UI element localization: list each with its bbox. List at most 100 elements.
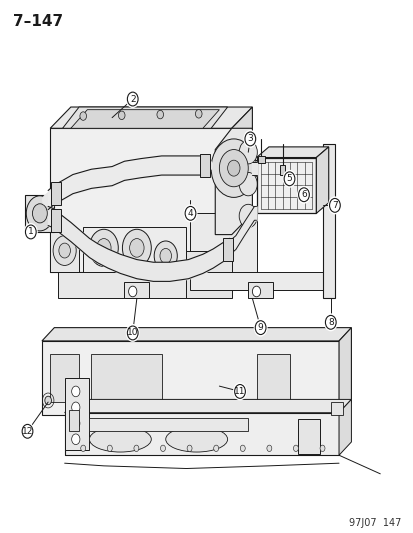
Text: 11: 11: [234, 387, 245, 396]
Polygon shape: [58, 272, 227, 298]
Circle shape: [71, 402, 80, 413]
Text: 8: 8: [327, 318, 333, 327]
Polygon shape: [83, 227, 186, 272]
Text: 2: 2: [130, 94, 135, 103]
Circle shape: [154, 241, 177, 271]
Circle shape: [45, 396, 51, 405]
Bar: [256, 354, 289, 402]
Text: 6: 6: [300, 190, 306, 199]
Circle shape: [239, 141, 257, 164]
Polygon shape: [89, 418, 248, 431]
Polygon shape: [64, 378, 89, 450]
Circle shape: [233, 383, 247, 400]
Bar: [91, 354, 161, 402]
Circle shape: [239, 172, 257, 196]
Circle shape: [159, 248, 171, 263]
Circle shape: [26, 196, 53, 231]
Polygon shape: [316, 147, 328, 213]
Text: 12: 12: [22, 427, 33, 436]
Circle shape: [327, 196, 341, 214]
Circle shape: [240, 445, 244, 451]
Circle shape: [329, 198, 339, 212]
Circle shape: [160, 445, 165, 451]
Bar: [258, 157, 264, 163]
Circle shape: [32, 204, 47, 223]
Circle shape: [25, 225, 36, 239]
Polygon shape: [186, 251, 231, 298]
Circle shape: [243, 130, 256, 148]
Circle shape: [234, 384, 245, 398]
Circle shape: [319, 445, 324, 451]
Polygon shape: [64, 399, 351, 413]
Circle shape: [183, 204, 197, 222]
Bar: [199, 154, 209, 177]
Circle shape: [71, 434, 80, 445]
Circle shape: [126, 324, 139, 342]
Polygon shape: [256, 147, 328, 158]
Polygon shape: [338, 399, 351, 455]
Circle shape: [22, 424, 33, 438]
Ellipse shape: [165, 426, 227, 452]
Polygon shape: [190, 272, 334, 290]
Polygon shape: [215, 128, 252, 235]
Circle shape: [80, 112, 86, 120]
Text: 97J07  147: 97J07 147: [348, 518, 400, 528]
Polygon shape: [338, 328, 351, 415]
Circle shape: [71, 386, 80, 397]
Circle shape: [227, 160, 240, 176]
Text: 1: 1: [28, 228, 33, 237]
Circle shape: [213, 445, 218, 451]
Text: 4: 4: [187, 209, 193, 218]
Circle shape: [118, 111, 125, 119]
Circle shape: [253, 319, 267, 337]
Polygon shape: [42, 328, 351, 341]
Bar: [279, 165, 285, 175]
Bar: [297, 419, 320, 454]
Circle shape: [107, 445, 112, 451]
Circle shape: [252, 286, 260, 297]
Polygon shape: [71, 110, 219, 128]
Text: 3: 3: [247, 134, 253, 143]
Circle shape: [187, 445, 192, 451]
Text: 10: 10: [127, 328, 138, 337]
Circle shape: [129, 239, 144, 257]
Circle shape: [266, 445, 271, 451]
Polygon shape: [50, 128, 231, 272]
Circle shape: [81, 445, 85, 451]
Bar: [222, 238, 232, 261]
Polygon shape: [64, 413, 338, 455]
Circle shape: [219, 150, 248, 187]
Circle shape: [21, 422, 34, 440]
Circle shape: [122, 229, 151, 266]
Circle shape: [298, 188, 309, 201]
Circle shape: [127, 326, 138, 340]
Polygon shape: [25, 195, 54, 232]
Bar: [69, 410, 79, 431]
Circle shape: [325, 316, 335, 329]
Ellipse shape: [89, 426, 151, 452]
Bar: [330, 402, 342, 415]
Circle shape: [323, 313, 337, 332]
Text: 7: 7: [331, 201, 337, 210]
Circle shape: [126, 90, 139, 108]
Circle shape: [127, 92, 138, 106]
Bar: [124, 282, 149, 298]
Circle shape: [71, 418, 80, 429]
Circle shape: [59, 243, 70, 258]
Polygon shape: [62, 107, 227, 128]
Bar: [51, 209, 61, 232]
Circle shape: [185, 206, 195, 220]
Circle shape: [293, 445, 298, 451]
Circle shape: [157, 110, 163, 119]
Bar: [51, 182, 61, 205]
Polygon shape: [252, 160, 280, 176]
Bar: [256, 158, 316, 213]
Circle shape: [24, 223, 38, 241]
Bar: [248, 282, 272, 298]
Text: 5: 5: [286, 174, 292, 183]
Circle shape: [96, 239, 111, 257]
Circle shape: [255, 321, 266, 335]
Polygon shape: [50, 232, 79, 272]
Circle shape: [89, 229, 118, 266]
Bar: [50, 354, 79, 402]
